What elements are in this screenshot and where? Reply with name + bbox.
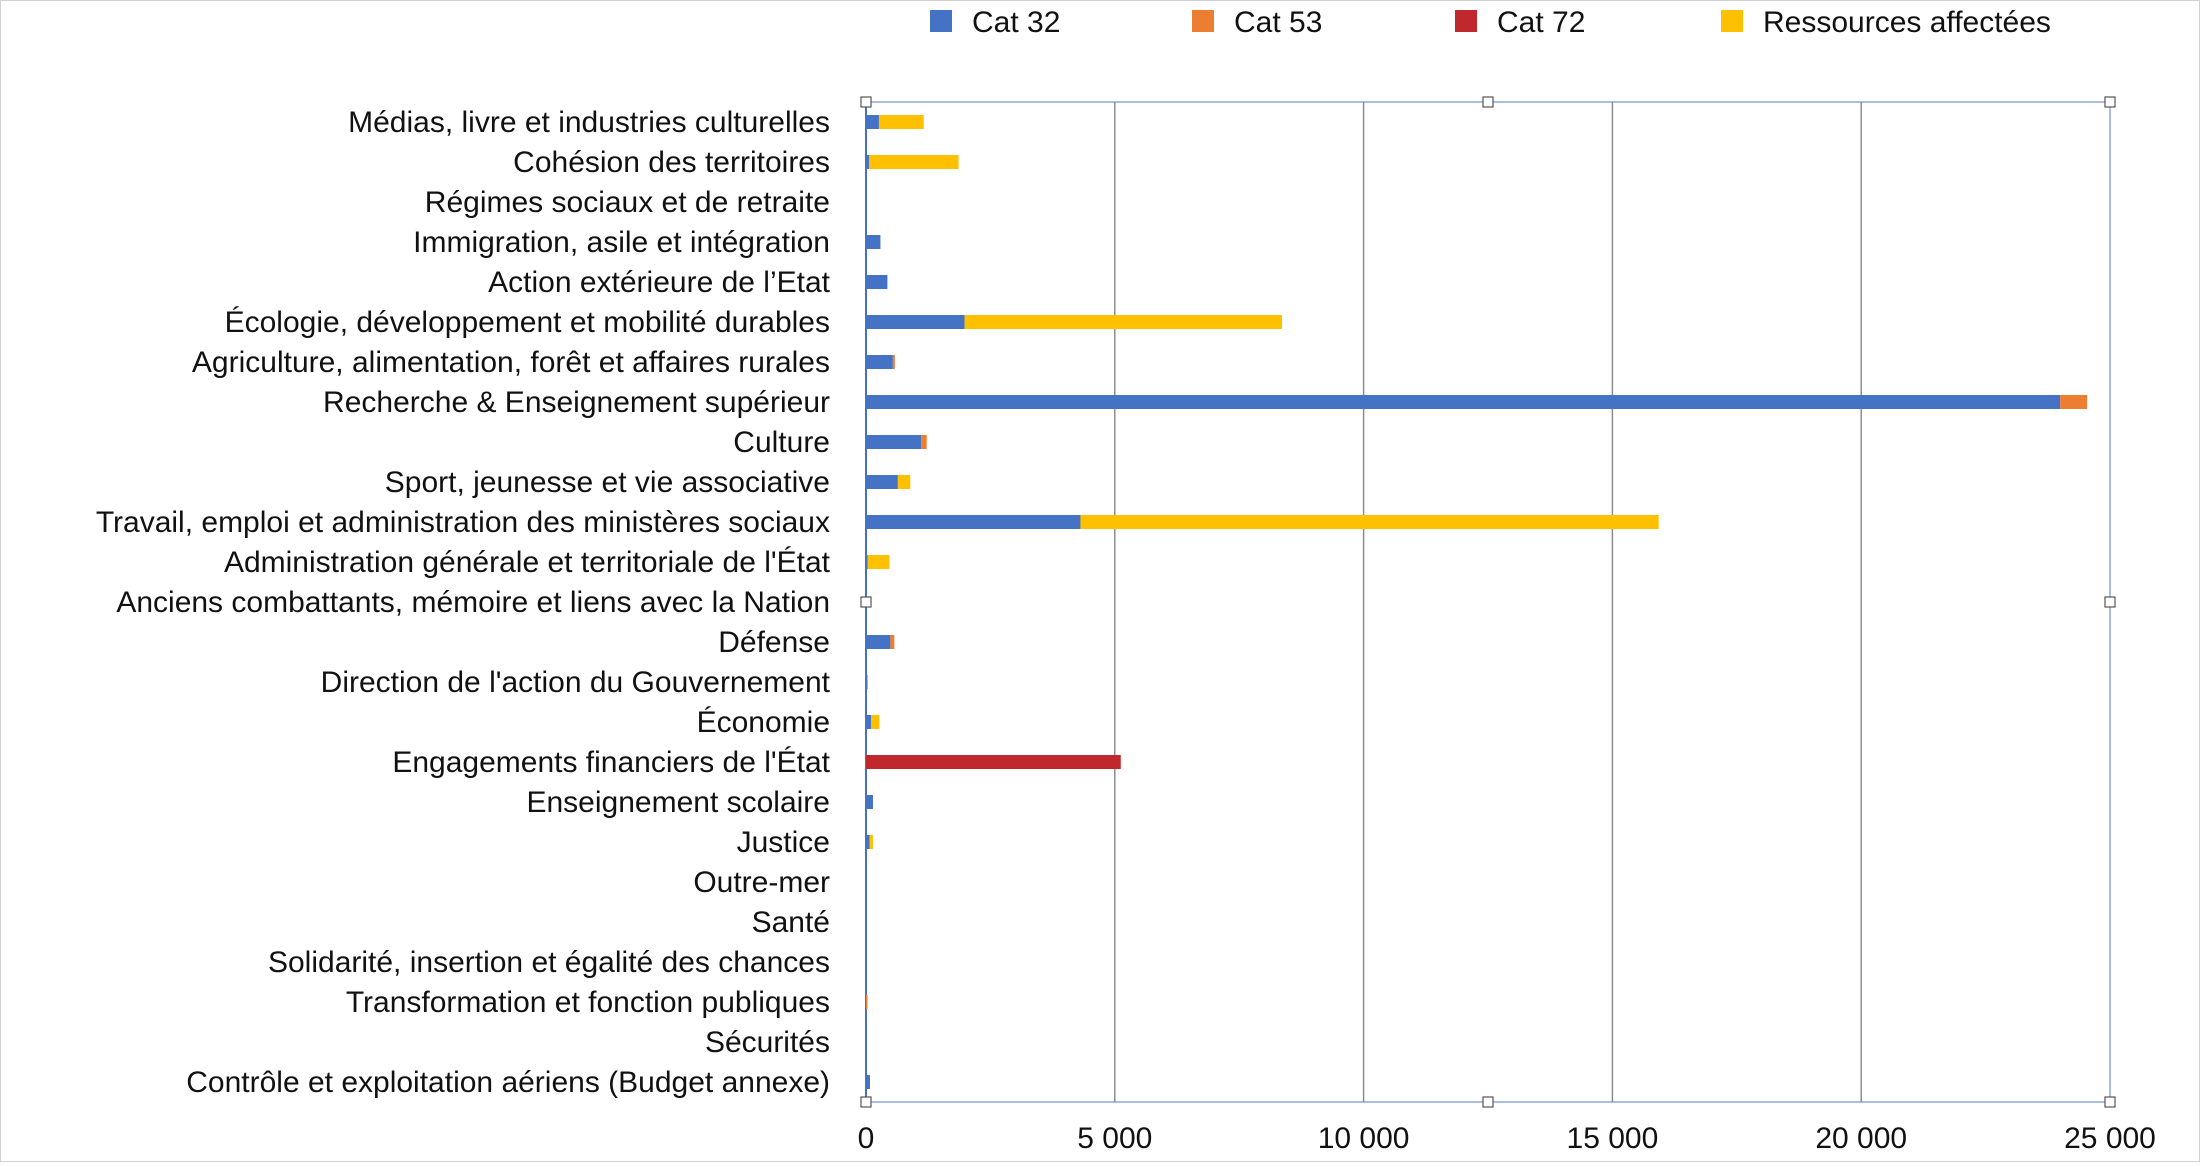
category-label: Immigration, asile et intégration — [413, 226, 830, 259]
category-label: Transformation et fonction publiques — [346, 986, 830, 1019]
bar-segment — [890, 635, 895, 649]
legend-swatch — [1721, 10, 1743, 32]
x-tick-label: 5 000 — [1077, 1122, 1152, 1155]
bar-segment — [866, 715, 871, 729]
selection-handle[interactable] — [1482, 96, 1494, 108]
bar-segment — [869, 835, 873, 849]
bar-segment — [2060, 395, 2088, 409]
selection-handle[interactable] — [2104, 1096, 2116, 1108]
legend: Cat 32 Cat 53 Cat 72 Ressources affectées — [930, 6, 2051, 39]
bar-segment — [866, 275, 888, 289]
category-label: Défense — [718, 626, 830, 659]
bar-segment — [1080, 515, 1659, 529]
bar-segment — [866, 675, 868, 689]
selection-handle[interactable] — [1482, 1096, 1494, 1108]
legend-label: Cat 72 — [1497, 6, 1585, 39]
x-tick-label: 20 000 — [1815, 1122, 1907, 1155]
category-label: Sport, jeunesse et vie associative — [385, 466, 830, 499]
selection-handle[interactable] — [2104, 596, 2116, 608]
category-label: Contrôle et exploitation aériens (Budget… — [186, 1066, 830, 1099]
bar-segment — [897, 475, 911, 489]
category-label: Engagements financiers de l'État — [392, 746, 830, 779]
category-label: Recherche & Enseignement supérieur — [323, 386, 830, 419]
bar-segment — [866, 475, 898, 489]
bar-segment — [866, 835, 869, 849]
category-label: Écologie, développement et mobilité dura… — [225, 306, 830, 339]
bar-segment — [866, 115, 879, 129]
legend-label: Cat 53 — [1234, 6, 1322, 39]
bar-segment — [866, 795, 873, 809]
x-tick-label: 15 000 — [1567, 1122, 1659, 1155]
bar-segment — [867, 555, 890, 569]
bar-segment — [868, 835, 870, 849]
selection-handle[interactable] — [860, 1096, 872, 1108]
selection-handle[interactable] — [860, 96, 872, 108]
category-label: Enseignement scolaire — [526, 786, 830, 819]
category-label: Travail, emploi et administration des mi… — [96, 506, 830, 539]
category-label: Action extérieure de l’Etat — [488, 266, 831, 299]
legend-swatch — [1192, 10, 1214, 32]
bar-segment — [868, 155, 959, 169]
bar-segment — [870, 715, 880, 729]
bar-segment — [866, 315, 965, 329]
category-label: Administration générale et territoriale … — [224, 546, 831, 579]
bar-segment — [866, 395, 2061, 409]
legend-label: Ressources affectées — [1763, 6, 2051, 39]
category-label: Culture — [733, 426, 830, 459]
bar-segment — [866, 1075, 870, 1089]
bar-segment — [866, 235, 881, 249]
bar-segment — [866, 635, 891, 649]
bar-segment — [892, 355, 895, 369]
category-label: Solidarité, insertion et égalité des cha… — [268, 946, 830, 979]
bar-segment — [866, 355, 893, 369]
bar-segment — [921, 435, 927, 449]
x-tick-label: 0 — [858, 1122, 875, 1155]
category-label: Sécurités — [705, 1026, 830, 1059]
category-label: Santé — [752, 906, 830, 939]
bar-segment — [964, 315, 1282, 329]
category-label: Médias, livre et industries culturelles — [348, 106, 830, 139]
bar-segment — [866, 435, 922, 449]
bar-segment — [866, 995, 868, 1009]
category-label: Justice — [737, 826, 830, 859]
category-label: Outre-mer — [693, 866, 830, 899]
bar-segment — [866, 515, 1081, 529]
legend-label: Cat 32 — [972, 6, 1060, 39]
category-label: Économie — [697, 706, 830, 739]
plot-area: 0 5 000 10 000 15 000 20 000 25 000 Médias, li… — [96, 96, 2156, 1155]
bar-segment — [866, 555, 868, 569]
category-label: Cohésion des territoires — [513, 146, 830, 179]
x-tick-label: 25 000 — [2064, 1122, 2156, 1155]
legend-swatch — [1455, 10, 1477, 32]
bar-segment — [866, 155, 869, 169]
x-tick-label: 10 000 — [1318, 1122, 1410, 1155]
selection-handle[interactable] — [860, 596, 872, 608]
category-label: Agriculture, alimentation, forêt et affa… — [192, 346, 830, 379]
legend-swatch — [930, 10, 952, 32]
category-label: Régimes sociaux et de retraite — [425, 186, 830, 219]
bar-segment — [866, 755, 1121, 769]
category-label: Direction de l'action du Gouvernement — [321, 666, 831, 699]
selection-handle[interactable] — [2104, 96, 2116, 108]
category-label: Anciens combattants, mémoire et liens av… — [116, 586, 830, 619]
bar-segment — [878, 115, 924, 129]
